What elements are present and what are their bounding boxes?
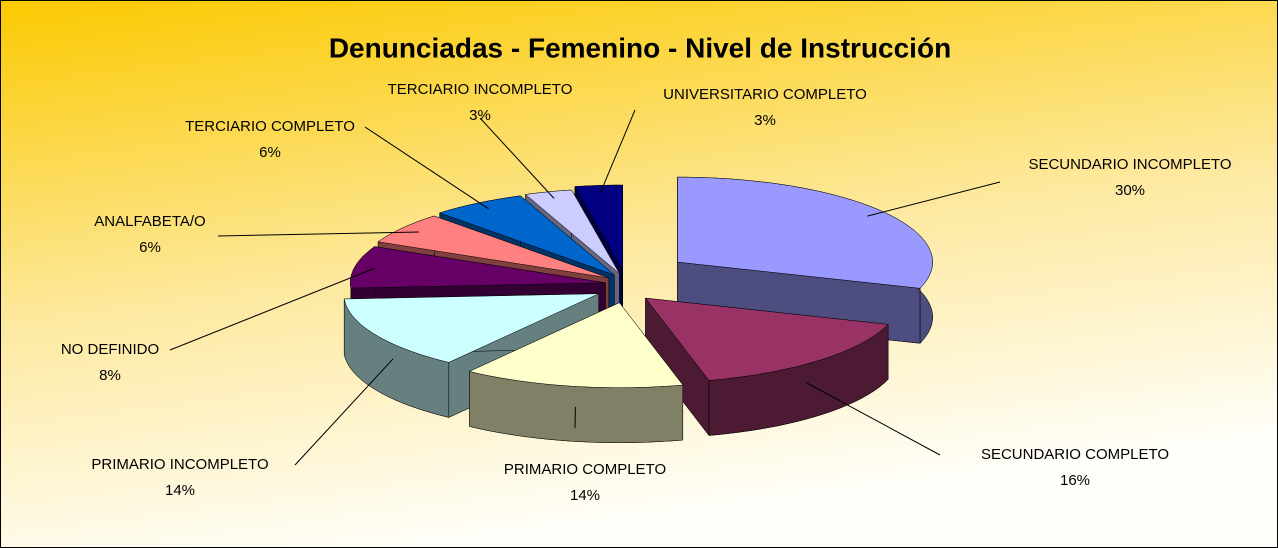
slice-label: SECUNDARIO INCOMPLETO: [1028, 156, 1231, 173]
value-label: 8%: [99, 367, 121, 384]
value-label: 6%: [259, 144, 281, 161]
leader-line: [867, 181, 1001, 217]
value-label: 3%: [469, 107, 491, 124]
value-label: 30%: [1115, 182, 1145, 199]
slice-label: SECUNDARIO COMPLETO: [981, 446, 1169, 463]
slice-group: [468, 301, 684, 443]
value-label: 6%: [139, 239, 161, 256]
leader-line: [217, 231, 420, 237]
slice-label: PRIMARIO COMPLETO: [504, 461, 666, 478]
slice-group: [644, 297, 889, 437]
value-label: 16%: [1060, 472, 1090, 489]
slice: [574, 184, 623, 272]
leader-line: [600, 109, 636, 193]
leader-line: [805, 382, 941, 456]
slice-label: UNIVERSITARIO COMPLETO: [663, 86, 867, 103]
slice: [644, 297, 889, 381]
chart-title: Denunciadas - Femenino - Nivel de Instru…: [329, 32, 951, 63]
leader-line: [294, 358, 394, 466]
leader-line: [364, 126, 489, 210]
leader-line: [479, 117, 555, 199]
slice-label: NO DEFINIDO: [61, 341, 159, 358]
slice: [438, 195, 615, 276]
value-label: 14%: [165, 482, 195, 499]
slice-label: PRIMARIO INCOMPLETO: [91, 456, 268, 473]
value-label: 3%: [754, 112, 776, 129]
value-label: 14%: [570, 487, 600, 504]
slice: [377, 215, 609, 279]
slice: [350, 246, 606, 289]
slice-label: ANALFABETA/O: [94, 213, 205, 230]
slice: [343, 293, 599, 363]
slice: [468, 302, 684, 388]
slice-label: TERCIARIO INCOMPLETO: [388, 81, 573, 98]
leader-line: [169, 267, 376, 351]
slice-label: TERCIARIO COMPLETO: [185, 118, 355, 135]
